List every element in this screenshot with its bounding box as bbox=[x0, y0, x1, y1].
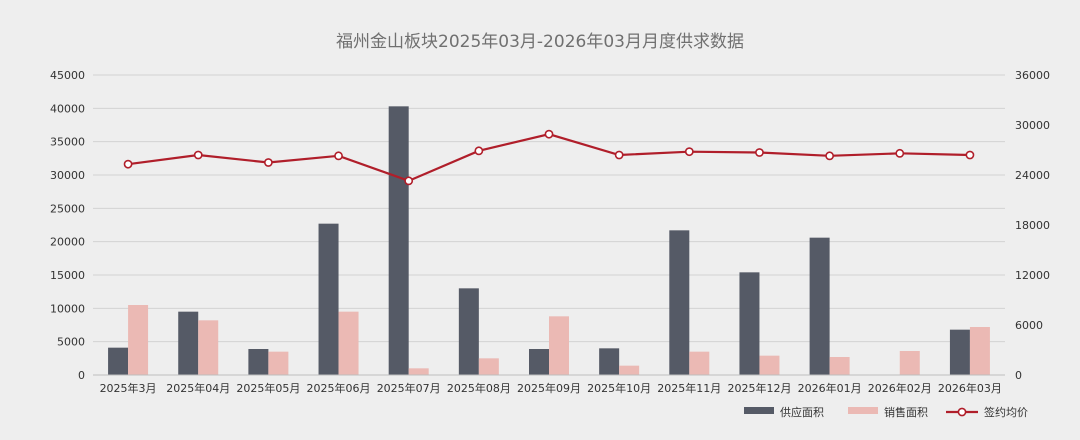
supply-bar bbox=[178, 311, 199, 375]
price-point bbox=[404, 176, 414, 186]
legend-label-sales: 销售面积 bbox=[884, 405, 928, 419]
y-right-tick-label: 0 bbox=[1015, 369, 1022, 382]
sales-bar bbox=[969, 327, 990, 375]
sales-bar bbox=[619, 365, 640, 375]
supply-bar bbox=[458, 288, 479, 375]
sales-bar bbox=[899, 351, 920, 375]
x-tick-label: 2025年05月 bbox=[236, 381, 300, 395]
price-point bbox=[965, 150, 975, 160]
y-right-tick-label: 12000 bbox=[1015, 269, 1050, 282]
y-right-tick-label: 24000 bbox=[1015, 169, 1050, 182]
price-point bbox=[193, 150, 203, 160]
sales-bar bbox=[478, 358, 499, 375]
x-tick-label: 2025年11月 bbox=[657, 381, 721, 395]
x-tick-label: 2025年07月 bbox=[377, 381, 441, 395]
y-right-tick-label: 18000 bbox=[1015, 219, 1050, 232]
price-point bbox=[123, 159, 133, 169]
y-left-tick-label: 25000 bbox=[50, 202, 85, 215]
y-left-tick-label: 10000 bbox=[50, 302, 85, 315]
price-point bbox=[544, 129, 554, 139]
legend: 供应面积 销售面积 签约均价 bbox=[744, 405, 1028, 419]
supply-bar bbox=[248, 349, 269, 375]
x-tick-label: 2025年3月 bbox=[100, 381, 157, 395]
x-tick-label: 2026年02月 bbox=[868, 381, 932, 395]
supply-bar bbox=[669, 230, 690, 375]
supply-bar bbox=[739, 272, 760, 375]
price-point bbox=[755, 148, 764, 157]
sales-bar bbox=[128, 305, 149, 375]
supply-bar bbox=[318, 223, 339, 375]
legend-swatch-sales bbox=[848, 407, 878, 414]
price-line bbox=[123, 129, 975, 186]
price-point bbox=[895, 148, 905, 158]
bars bbox=[108, 106, 990, 375]
chart-title: 福州金山板块2025年03月-2026年03月月度供求数据 bbox=[336, 32, 744, 52]
y-left-tick-label: 0 bbox=[78, 369, 85, 382]
y-left-tick-label: 40000 bbox=[50, 102, 85, 115]
sales-bar bbox=[759, 355, 780, 375]
legend-label-supply: 供应面积 bbox=[780, 405, 824, 419]
supply-bar bbox=[809, 237, 830, 375]
x-tick-label: 2026年01月 bbox=[798, 381, 862, 395]
sales-bar bbox=[549, 316, 569, 375]
legend-label-price: 签约均价 bbox=[984, 405, 1028, 419]
supply-bar bbox=[529, 349, 549, 375]
y-left-tick-label: 15000 bbox=[50, 269, 85, 282]
x-tick-label: 2025年12月 bbox=[727, 381, 791, 395]
x-tick-label: 2025年06月 bbox=[307, 381, 371, 395]
price-point bbox=[684, 147, 694, 157]
price-point bbox=[825, 151, 835, 161]
y-left-tick-label: 20000 bbox=[50, 236, 85, 249]
legend-marker-price bbox=[957, 407, 967, 417]
gridlines bbox=[93, 74, 1005, 376]
price-point bbox=[334, 151, 343, 161]
sales-bar bbox=[689, 351, 710, 375]
supply-bar bbox=[388, 106, 409, 375]
legend-swatch-supply bbox=[744, 407, 774, 414]
y-left-tick-label: 30000 bbox=[50, 169, 85, 182]
x-tick-label: 2025年09月 bbox=[517, 381, 581, 395]
y-left-tick-label: 5000 bbox=[57, 336, 85, 349]
y-right-tick-label: 6000 bbox=[1015, 319, 1043, 332]
supply-bar bbox=[949, 329, 970, 375]
axes: 0 5000 10000 15000 20000 25000 30000 35000 40000… bbox=[50, 69, 1050, 395]
sales-bar bbox=[829, 357, 850, 375]
y-left-tick-label: 35000 bbox=[50, 136, 85, 149]
supply-bar bbox=[108, 347, 129, 375]
y-right-tick-label: 36000 bbox=[1015, 69, 1050, 82]
x-tick-label: 2025年08月 bbox=[447, 381, 511, 395]
x-tick-label: 2025年10月 bbox=[587, 381, 651, 395]
y-right-tick-label: 30000 bbox=[1015, 119, 1050, 132]
x-tick-label: 2026年03月 bbox=[938, 381, 1002, 395]
sales-bar bbox=[198, 320, 219, 375]
supply-bar bbox=[599, 348, 620, 375]
price-point bbox=[474, 146, 484, 156]
x-tick-label: 2025年04月 bbox=[166, 381, 230, 395]
sales-bar bbox=[268, 351, 289, 375]
y-left-tick-label: 45000 bbox=[50, 69, 85, 82]
price-point bbox=[614, 150, 624, 160]
price-point bbox=[263, 158, 273, 167]
sales-bar bbox=[338, 311, 359, 375]
sales-bar bbox=[408, 368, 429, 375]
